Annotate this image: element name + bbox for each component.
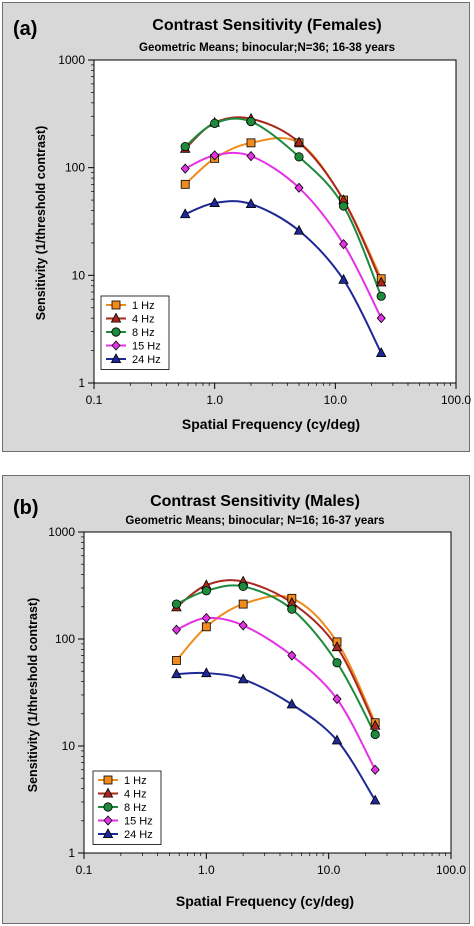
- data-point: [286, 698, 298, 709]
- data-point: [331, 641, 343, 652]
- y-tick-label: 100: [65, 161, 85, 175]
- legend-label: 1 Hz: [124, 775, 147, 787]
- data-point: [370, 729, 380, 740]
- y-axis-label: Sensitivity (1/threshold contrast): [34, 126, 48, 320]
- x-tick-label: 0.1: [76, 863, 93, 877]
- data-point: [210, 118, 220, 128]
- data-point: [245, 198, 257, 208]
- y-tick-label: 1: [68, 846, 75, 860]
- legend-label: 8 Hz: [124, 802, 147, 814]
- plot-area: 0.1 1.0 10.0 100.0 1 10 100 1000 1 Hz 4 Hz8 Hz 15 …: [58, 53, 471, 407]
- data-point: [171, 624, 182, 635]
- data-point: [376, 313, 386, 324]
- y-tick-label: 1000: [48, 525, 75, 539]
- data-point: [246, 138, 256, 148]
- data-point: [171, 599, 182, 609]
- data-point: [369, 719, 381, 730]
- chart-females: (a) Contrast Sensitivity (Females) Geome…: [13, 17, 471, 432]
- x-axis-label: Spatial Frequency (cy/deg): [182, 416, 360, 432]
- data-point: [238, 599, 248, 609]
- data-point: [294, 182, 304, 193]
- x-axis-label: Spatial Frequency (cy/deg): [176, 893, 354, 909]
- legend-label: 15 Hz: [124, 816, 153, 828]
- legend-marker: [102, 828, 114, 839]
- legend-marker: [111, 340, 121, 351]
- data-point: [238, 620, 248, 631]
- legend-marker: [103, 815, 113, 826]
- data-point: [332, 658, 342, 668]
- y-axis-label: Sensitivity (1/threshold contrast): [26, 598, 40, 792]
- legend-marker: [111, 300, 121, 310]
- panel-label: (b): [13, 497, 39, 519]
- legend-label: 24 Hz: [132, 354, 161, 366]
- data-point: [238, 581, 248, 592]
- chart-subtitle: Geometric Means; binocular;N=36; 16-38 y…: [139, 42, 395, 54]
- data-point: [294, 152, 304, 162]
- data-point: [331, 734, 343, 745]
- chart-subtitle: Geometric Means; binocular; N=16; 16-37 …: [125, 515, 384, 527]
- data-point: [180, 179, 190, 189]
- y-tick-label: 100: [55, 632, 75, 646]
- legend-marker: [103, 775, 113, 785]
- panel-label: (a): [13, 18, 37, 40]
- data-point: [370, 764, 380, 775]
- data-point: [332, 693, 342, 705]
- legend-label: 1 Hz: [132, 300, 155, 312]
- data-point: [339, 239, 349, 250]
- data-point: [376, 291, 386, 301]
- data-point: [179, 208, 191, 219]
- y-tick-label: 10: [62, 739, 76, 753]
- y-tick-label: 1: [78, 376, 85, 390]
- legend-marker: [110, 353, 122, 364]
- data-point: [293, 136, 305, 147]
- x-tick-label: 100.0: [436, 863, 466, 877]
- panel-females: (a) Contrast Sensitivity (Females) Geome…: [2, 2, 471, 452]
- chart-males: (b) Contrast Sensitivity (Males) Geometr…: [13, 493, 466, 909]
- x-tick-label: 0.1: [86, 393, 103, 407]
- data-point: [209, 197, 220, 207]
- data-point: [287, 604, 297, 614]
- legend-marker: [111, 327, 121, 337]
- x-tick-label: 1.0: [206, 393, 223, 407]
- y-tick-label: 10: [72, 268, 86, 282]
- legend-marker: [102, 787, 114, 798]
- data-point: [338, 201, 349, 211]
- data-point: [201, 612, 211, 624]
- legend-label: 4 Hz: [124, 789, 147, 801]
- y-tick-label: 1000: [58, 53, 85, 67]
- data-point: [246, 151, 256, 162]
- x-tick-label: 10.0: [317, 863, 341, 877]
- chart-title: Contrast Sensitivity (Females): [152, 17, 381, 34]
- data-point: [180, 163, 190, 174]
- data-point: [338, 273, 349, 284]
- legend-label: 15 Hz: [132, 341, 161, 353]
- plot-area: 0.1 1.0 10.0 100.0 1 10 100 1000 1 Hz 4 Hz8 Hz 15 …: [48, 525, 466, 877]
- data-point: [375, 347, 387, 357]
- data-point: [201, 667, 212, 678]
- legend-label: 4 Hz: [132, 314, 155, 326]
- x-tick-label: 100.0: [441, 393, 471, 407]
- data-point: [237, 673, 249, 684]
- x-tick-label: 1.0: [198, 863, 215, 877]
- data-point: [172, 656, 181, 665]
- data-point: [210, 150, 220, 161]
- data-point: [293, 224, 305, 235]
- x-tick-label: 10.0: [324, 393, 348, 407]
- panel-males: (b) Contrast Sensitivity (Males) Geometr…: [2, 475, 470, 924]
- data-point: [201, 586, 211, 596]
- legend-label: 24 Hz: [124, 829, 153, 841]
- data-point: [246, 116, 256, 127]
- data-point: [201, 622, 211, 632]
- legend-label: 8 Hz: [132, 327, 155, 339]
- legend-marker: [103, 802, 113, 812]
- data-point: [369, 794, 381, 805]
- data-point: [375, 276, 387, 287]
- data-point: [171, 668, 182, 679]
- chart-title: Contrast Sensitivity (Males): [150, 493, 360, 510]
- legend-marker: [110, 312, 122, 323]
- data-point: [287, 650, 297, 661]
- data-point: [180, 141, 190, 152]
